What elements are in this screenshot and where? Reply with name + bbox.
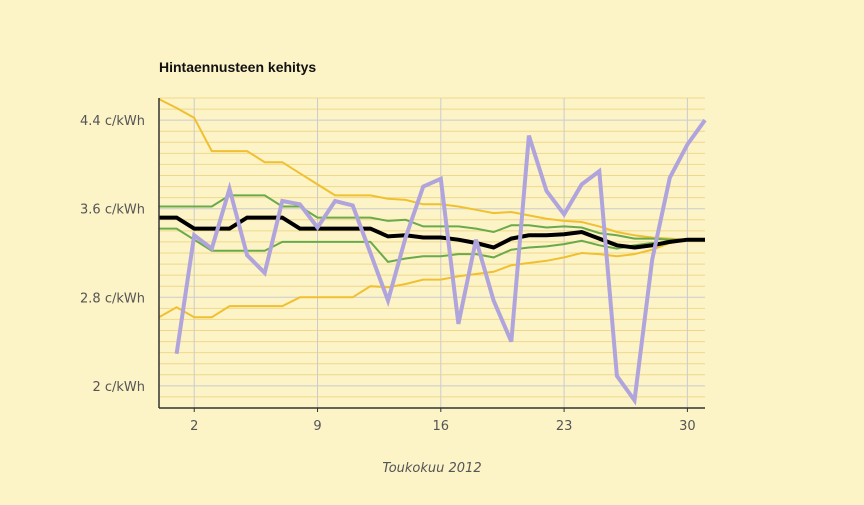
- grid: [159, 97, 705, 409]
- chart-title: Hintaennusteen kehitys: [159, 59, 316, 75]
- series-line-inner-lower: [159, 227, 705, 263]
- series-line-outer-lower: [158, 238, 705, 319]
- x-tick-label: 9: [313, 419, 321, 434]
- tick-labels: 2 c/kWh 2.8 c/kWh 3.6 c/kWh 4.4 c/kWh 2 9 16 23…: [80, 114, 696, 434]
- series-line-forecast: [159, 215, 705, 250]
- series-layer: [158, 98, 707, 406]
- y-tick-label: 2 c/kWh: [92, 380, 145, 395]
- x-tick-label: 23: [556, 419, 573, 434]
- series-line-inner-upper: [159, 194, 705, 241]
- x-axis-label: Toukokuu 2012: [382, 461, 481, 476]
- x-tick-label: 2: [190, 419, 198, 434]
- x-tick-label: 16: [433, 419, 450, 434]
- axes: [158, 98, 705, 409]
- series-line-actual: [174, 118, 707, 406]
- y-tick-label: 3.6 c/kWh: [80, 203, 145, 218]
- y-tick-label: 2.8 c/kWh: [80, 291, 145, 306]
- x-tick-label: 30: [679, 419, 696, 434]
- y-tick-label: 4.4 c/kWh: [80, 114, 145, 129]
- series-line-outer-upper: [158, 98, 705, 241]
